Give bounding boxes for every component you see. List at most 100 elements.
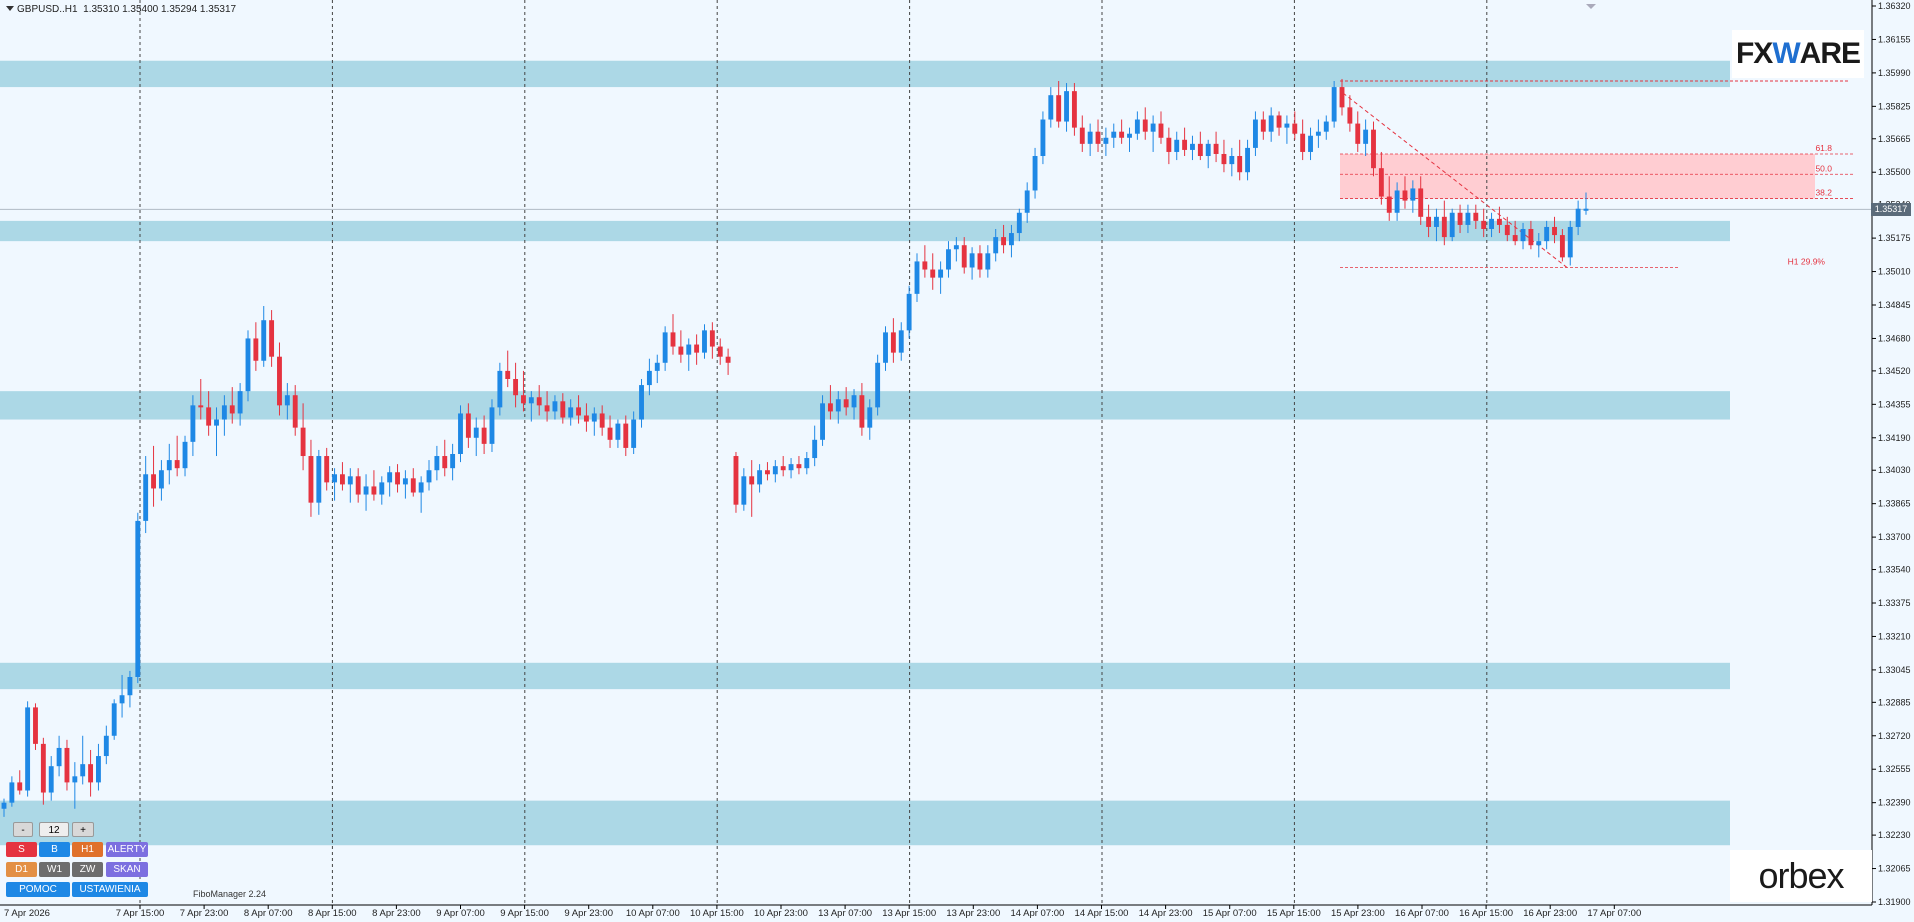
candle-body bbox=[1378, 168, 1384, 197]
candle bbox=[1496, 206, 1502, 234]
candle bbox=[654, 354, 660, 384]
candle bbox=[1434, 208, 1439, 242]
candle bbox=[607, 415, 613, 448]
candle-body bbox=[898, 330, 904, 353]
candle-body bbox=[513, 378, 519, 396]
candle-body bbox=[1489, 218, 1494, 229]
increase-button[interactable]: + bbox=[72, 822, 94, 837]
price-tick-label: 1.34355 bbox=[1878, 399, 1911, 409]
timeframe-h1-button[interactable]: H1 bbox=[72, 842, 103, 857]
candle-body bbox=[631, 419, 637, 448]
candle bbox=[1457, 204, 1463, 234]
candle bbox=[780, 456, 786, 477]
candle-body bbox=[1221, 153, 1227, 165]
candle bbox=[1095, 119, 1101, 152]
candle bbox=[135, 512, 141, 684]
candle-body bbox=[1465, 212, 1471, 225]
fib-level-label: 38.2 bbox=[1815, 188, 1832, 198]
candle-body bbox=[1276, 115, 1282, 128]
candle-body bbox=[292, 395, 298, 428]
candle bbox=[639, 378, 644, 428]
candle bbox=[48, 756, 54, 801]
candle bbox=[1158, 111, 1164, 144]
candle bbox=[214, 407, 219, 457]
candle-body bbox=[788, 464, 794, 471]
candle bbox=[1363, 119, 1369, 157]
timeframe-w1-button[interactable]: W1 bbox=[39, 862, 70, 877]
settings-button[interactable]: USTAWIENIA bbox=[72, 882, 148, 897]
fib-level-label: 61.8 bbox=[1815, 143, 1832, 153]
candle bbox=[489, 399, 495, 452]
candle-body bbox=[906, 293, 912, 331]
candle bbox=[1567, 220, 1573, 266]
candle-body bbox=[269, 320, 275, 357]
price-tick-label: 1.34030 bbox=[1878, 465, 1911, 475]
candle-body bbox=[1103, 137, 1109, 144]
candle bbox=[1079, 115, 1085, 152]
scan-button[interactable]: SKAN bbox=[106, 862, 148, 877]
timeframe-d1-button[interactable]: D1 bbox=[6, 862, 37, 877]
candle bbox=[410, 468, 416, 497]
candle-body bbox=[237, 391, 243, 414]
orbex-logo: orbex bbox=[1730, 850, 1872, 902]
candle bbox=[1016, 208, 1022, 242]
price-tick-label: 1.32065 bbox=[1878, 864, 1911, 874]
candle-body bbox=[969, 253, 975, 268]
candle bbox=[591, 407, 597, 436]
candle-body bbox=[221, 405, 227, 420]
candle bbox=[623, 415, 629, 457]
candle bbox=[1221, 139, 1227, 173]
alerts-button[interactable]: ALERTY bbox=[106, 842, 148, 857]
candle bbox=[237, 383, 243, 426]
candle bbox=[1331, 81, 1337, 128]
candle-body bbox=[1363, 129, 1369, 144]
time-tick-label: 13 Apr 23:00 bbox=[946, 908, 1000, 919]
candle bbox=[1245, 139, 1251, 181]
candle-body bbox=[308, 456, 314, 503]
candle bbox=[922, 245, 928, 278]
candle bbox=[182, 435, 188, 477]
price-tick-label: 1.33210 bbox=[1878, 631, 1911, 641]
candle-body bbox=[528, 397, 534, 404]
candle-body bbox=[1292, 123, 1298, 134]
candle bbox=[749, 460, 755, 517]
candle bbox=[662, 326, 668, 371]
sell-button[interactable]: S bbox=[6, 842, 37, 857]
lot-value-field[interactable]: 12 bbox=[39, 822, 69, 837]
candlestick-series bbox=[1, 78, 1589, 817]
candle-body bbox=[867, 407, 873, 428]
candle-body bbox=[48, 766, 54, 793]
candle-body bbox=[1544, 226, 1550, 242]
chevron-down-icon[interactable] bbox=[6, 6, 14, 11]
buy-button[interactable]: B bbox=[39, 842, 70, 857]
candle-body bbox=[1079, 127, 1085, 144]
candle-body bbox=[1095, 131, 1101, 144]
candle-body bbox=[725, 356, 731, 363]
candle-body bbox=[694, 344, 700, 353]
candle-body bbox=[717, 346, 723, 357]
candle bbox=[111, 699, 117, 740]
candle bbox=[1260, 111, 1266, 140]
candle-body bbox=[214, 419, 219, 426]
candle bbox=[670, 314, 676, 355]
candle bbox=[9, 776, 15, 807]
fib-level-label: 50.0 bbox=[1815, 163, 1832, 173]
candle bbox=[1339, 78, 1345, 116]
candle bbox=[127, 670, 133, 708]
candle bbox=[1323, 115, 1329, 140]
help-button[interactable]: POMOC bbox=[6, 882, 70, 897]
candle bbox=[851, 389, 857, 420]
price-tick-label: 1.35665 bbox=[1878, 134, 1911, 144]
candle-body bbox=[143, 474, 149, 521]
candle bbox=[631, 411, 637, 454]
zw-button[interactable]: ZW bbox=[72, 862, 103, 877]
sr-zone-2 bbox=[0, 220, 1730, 242]
candle-body bbox=[615, 423, 621, 440]
shift-marker-icon[interactable] bbox=[1586, 4, 1596, 9]
candle-body bbox=[552, 401, 558, 412]
candle bbox=[1528, 220, 1534, 250]
candle-body bbox=[505, 370, 511, 379]
decrease-button[interactable]: - bbox=[13, 822, 33, 837]
candle bbox=[1575, 200, 1581, 236]
